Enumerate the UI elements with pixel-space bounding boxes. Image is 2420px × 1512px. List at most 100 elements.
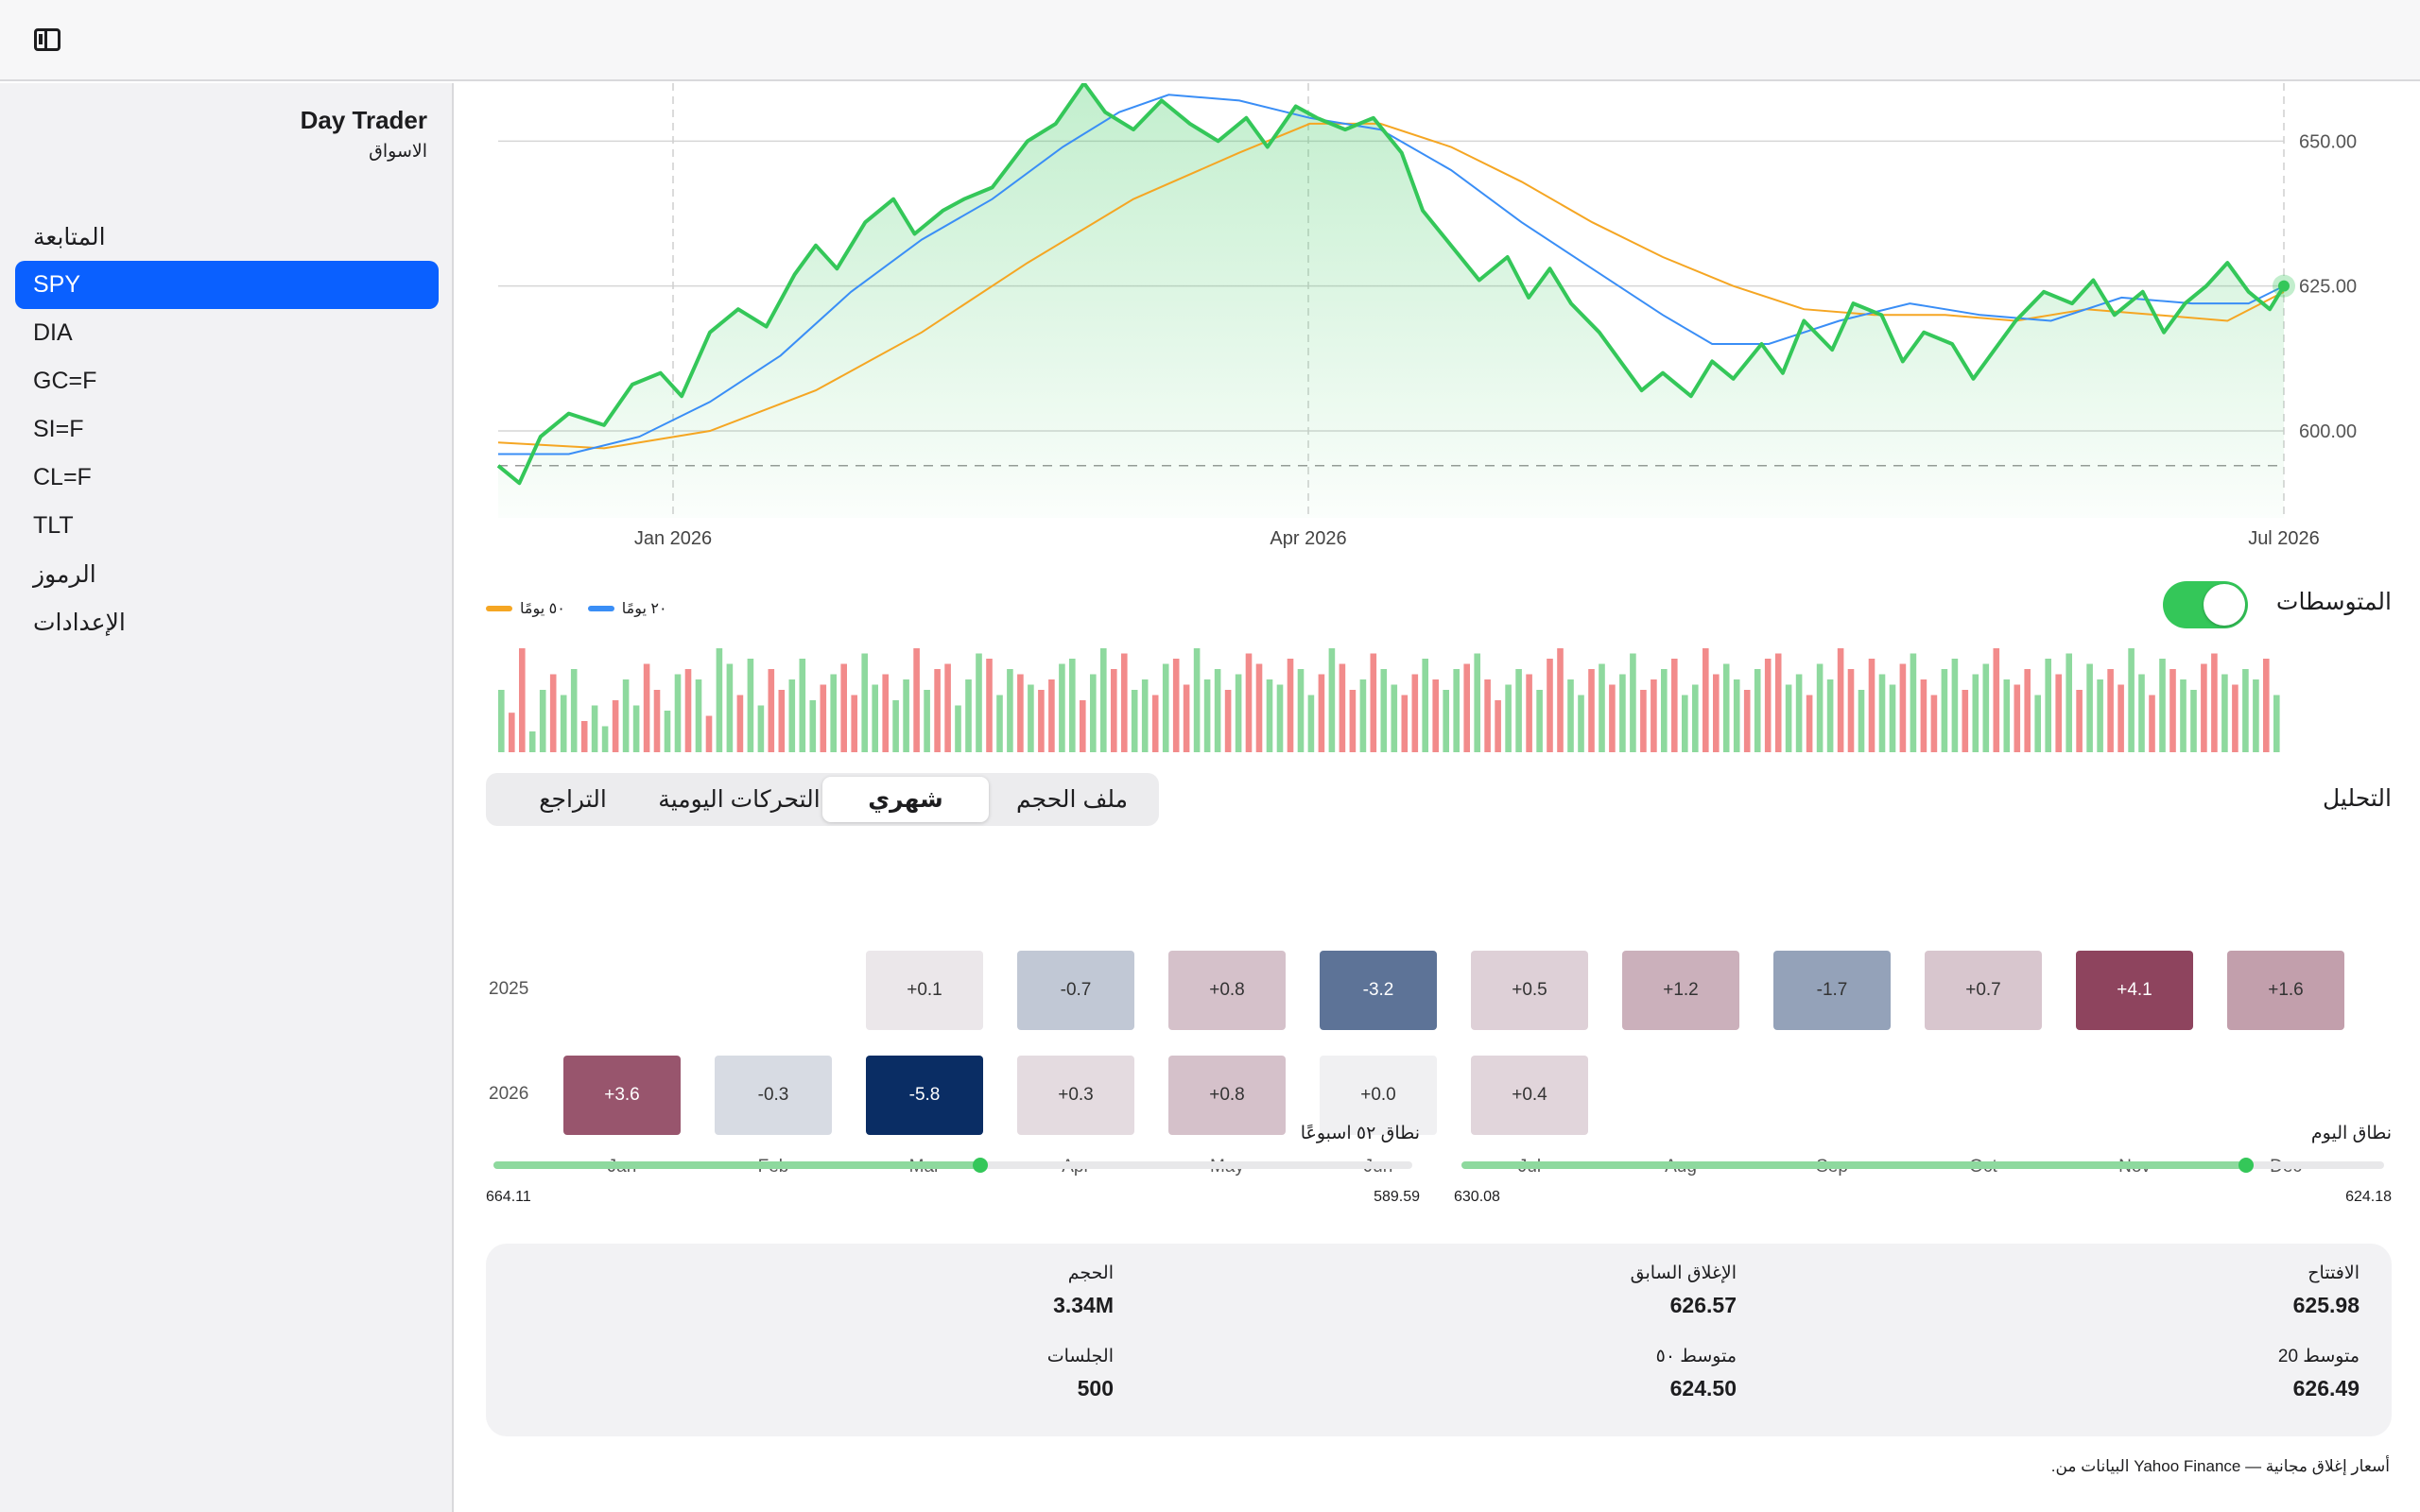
heatmap-cell[interactable]: +0.1 [866,951,983,1030]
sidebar-item[interactable]: CL=F [33,464,92,490]
sidebar-item[interactable]: GC=F [33,368,97,394]
volume-bar [1121,653,1128,752]
heatmap-cell[interactable]: -5.8 [866,1056,983,1135]
volume-bar [1069,659,1076,752]
volume-bar [1661,669,1668,752]
stat-label: الإغلاق السابق [1630,1263,1737,1283]
volume-bar [1868,659,1876,752]
week52-range-title: نطاق ٥٢ اسبوعًا [1300,1124,1420,1143]
volume-bar [1505,684,1512,752]
volume-bar [2253,679,2259,752]
stat-label: الحجم [1067,1263,1114,1283]
x-tick-label: Jan 2026 [634,528,712,549]
volume-bar [799,659,806,752]
volume-bar [1007,669,1013,752]
volume-bar [1826,679,1834,752]
sidebar-item[interactable]: TLT [33,512,74,539]
heatmap-cell[interactable]: +1.2 [1622,951,1739,1030]
day-range-max: 624.18 [2345,1189,2392,1205]
heatmap-cell[interactable]: +0.0 [1320,1056,1437,1135]
analysis-tab[interactable]: ملف الحجم [1016,786,1128,813]
stat-label: متوسط ٥٠ [1655,1347,1737,1366]
volume-bar [1713,674,1720,752]
stat-label: الافتتاح [2308,1263,2360,1283]
volume-bar [1297,669,1305,752]
week52-range-marker [973,1158,989,1173]
volume-bar [1484,679,1491,752]
volume-bar [1266,679,1273,752]
volume-bar [1131,690,1138,752]
heatmap-cell[interactable]: +0.3 [1017,1056,1134,1135]
price-line [496,83,2286,486]
volume-bar [1017,674,1024,752]
volume-bar [2242,669,2249,752]
volume-bar [1443,690,1449,752]
volume-bar [1048,679,1055,752]
stat-item: متوسط 20 626.49 [2278,1346,2360,1401]
analysis-tab[interactable]: التراجع [539,786,607,813]
volume-bar [2232,684,2238,752]
volume-bar [2118,684,2124,752]
heatmap-cell[interactable]: +1.6 [2227,951,2344,1030]
heatmap-cell[interactable]: -1.7 [1773,951,1891,1030]
week52-range-max: 589.59 [1374,1189,1420,1205]
sidebar-toggle-icon[interactable] [34,28,60,51]
volume-bar [820,684,827,752]
volume-bar [1722,663,1730,752]
volume-bar [778,690,786,752]
heatmap-cell[interactable]: +0.7 [1925,951,2042,1030]
analysis-tab[interactable]: التحركات اليومية [658,786,821,813]
heatmap-cell[interactable]: +0.4 [1471,1056,1588,1135]
heatmap-cell[interactable]: -0.3 [715,1056,832,1135]
volume-bar [1453,669,1460,752]
heatmap-cell[interactable]: +0.5 [1471,951,1588,1030]
volume-bar [1307,695,1315,752]
sidebar-item[interactable]: الإعدادات [33,609,126,636]
volume-bar [1203,679,1211,752]
volume-bar [1463,663,1470,752]
data-source-note: أسعار إغلاق مجانية — Yahoo Finance البيا… [2050,1457,2390,1475]
heatmap-cell[interactable]: +0.8 [1168,951,1286,1030]
volume-bar [1245,653,1253,752]
sidebar-item[interactable]: المتابعة [33,223,106,250]
sidebar-item[interactable]: الرموز [33,560,96,588]
volume-bar [1588,669,1595,752]
sidebar-item[interactable]: SI=F [33,416,84,442]
volume-bar [1962,690,1969,752]
x-tick-label: Apr 2026 [1270,528,1346,549]
volume-bar [830,674,837,752]
volume-bar [612,700,619,752]
volume-bar [528,731,536,752]
heatmap-cell[interactable]: +0.8 [1168,1056,1286,1135]
heatmap-cell[interactable]: +3.6 [563,1056,681,1135]
moving-averages-label: المتوسطات [2275,589,2392,615]
heatmap-cell[interactable]: -0.7 [1017,951,1134,1030]
analysis-tab[interactable]: شهري [822,777,989,822]
volume-bar [892,700,899,752]
moving-averages-toggle[interactable] [2163,581,2248,628]
volume-bar [1993,648,2000,752]
volume-bar [622,679,630,752]
volume-bar [1640,690,1647,752]
volume-bar [498,690,505,752]
monthly-returns-heatmap: 2025 +0.1 -0.7 +0.8 -3.2 +0.5 +1.2 -1.7 +0.7 +4.1… [456,868,2420,1189]
sidebar: Day Trader الاسواق المتابعة SPY DIA GC=F SI=… [0,83,454,1512]
volume-bar [1536,690,1543,752]
volume-bar [1920,679,1927,752]
volume-bar [1816,663,1824,752]
volume-bar [1515,669,1522,752]
volume-bar [976,653,982,752]
sidebar-item[interactable]: DIA [33,319,73,346]
volume-bar [1982,663,1990,752]
stat-item: الإغلاق السابق 626.57 [1631,1263,1737,1318]
volume-bar [716,648,723,752]
volume-bar [560,695,567,752]
analysis-label: التحليل [2323,785,2392,812]
volume-bar [653,690,661,752]
sidebar-item[interactable]: SPY [15,261,439,309]
volume-bar [1193,648,1201,752]
heatmap-cell[interactable]: -3.2 [1320,951,1437,1030]
heatmap-cell[interactable]: +4.1 [2076,951,2193,1030]
last-price-marker [2278,280,2290,292]
toggle-knob [2204,584,2245,626]
